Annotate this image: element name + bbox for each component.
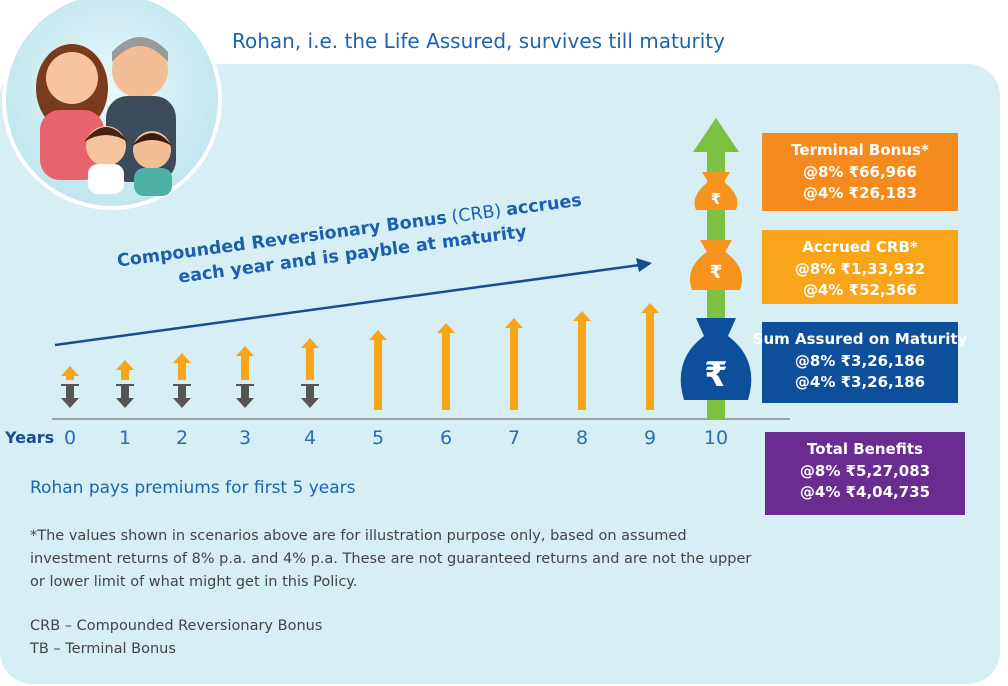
abbreviation: TB – Terminal Bonus xyxy=(29,641,176,657)
premium-arrow xyxy=(66,386,74,399)
premium-arrow xyxy=(241,386,249,399)
bonus-arrow xyxy=(510,327,518,410)
year-label: 8 xyxy=(576,427,588,449)
premium-bar xyxy=(236,384,254,386)
year-label: 5 xyxy=(372,427,384,449)
bonus-arrow xyxy=(306,347,314,380)
bonus-arrow xyxy=(442,332,450,410)
heading: Rohan, i.e. the Life Assured, survives t… xyxy=(232,29,725,53)
benefit-title: Total Benefits xyxy=(807,440,923,458)
premium-arrow xyxy=(306,386,314,399)
growth-arrow xyxy=(54,263,641,347)
premium-bar xyxy=(116,384,134,386)
money-bag: ₹ xyxy=(680,318,752,400)
footnote-line: or lower limit of what might get in this… xyxy=(30,574,357,590)
svg-text:₹: ₹ xyxy=(710,262,723,283)
bonus-arrow xyxy=(646,312,654,410)
bonus-arrow xyxy=(374,339,382,410)
premium-arrow-head xyxy=(173,398,191,408)
abbreviation: CRB – Compounded Reversionary Bonus xyxy=(30,618,322,634)
money-bag: ₹ xyxy=(689,240,743,290)
family-illustration xyxy=(2,0,222,210)
premium-arrow xyxy=(178,386,186,399)
bonus-arrow-head xyxy=(505,318,523,328)
bonus-arrow-head xyxy=(437,323,455,333)
bonus-arrow xyxy=(178,362,186,380)
benefit-box xyxy=(765,432,965,515)
bonus-arrow-head xyxy=(641,303,659,313)
footnote-line: investment returns of 8% p.a. and 4% p.a… xyxy=(30,551,751,567)
year-label: 10 xyxy=(704,427,728,449)
year-label: 9 xyxy=(644,427,656,449)
premium-bar xyxy=(301,384,319,386)
year-label: 6 xyxy=(440,427,452,449)
benefit-value: @4% ₹52,366 xyxy=(803,281,917,299)
svg-text:₹: ₹ xyxy=(711,190,721,208)
footnotes: *The values shown in scenarios above are… xyxy=(29,528,751,657)
premium-bar xyxy=(61,384,79,386)
benefit-boxes: Terminal Bonus* @8% ₹66,966 @4% ₹26,183 Acc… xyxy=(753,133,968,515)
bonus-arrow xyxy=(66,375,74,380)
maturity-arrow-head xyxy=(693,118,739,152)
bonus-arrow-head xyxy=(573,311,591,321)
benefit-box xyxy=(762,230,958,304)
premium-bar xyxy=(173,384,191,386)
benefit-value: @8% ₹66,966 xyxy=(803,163,917,181)
benefit-box xyxy=(762,133,958,211)
premium-note: Rohan pays premiums for first 5 years xyxy=(30,478,356,498)
year-labels: 0 1 2 3 4 5 6 7 8 9 10 xyxy=(64,427,728,449)
premium-arrow-head xyxy=(116,398,134,408)
benefit-value: @8% ₹5,27,083 xyxy=(800,462,930,480)
benefit-value: @8% ₹3,26,186 xyxy=(795,352,925,370)
yearly-arrows xyxy=(61,303,659,410)
year-label: 3 xyxy=(239,427,251,449)
benefit-value: @4% ₹26,183 xyxy=(803,184,917,202)
panel xyxy=(0,64,1000,684)
benefit-title: Terminal Bonus* xyxy=(791,141,929,159)
years-label: Years xyxy=(4,428,54,447)
arrow-head xyxy=(636,258,652,272)
year-label: 7 xyxy=(508,427,520,449)
bonus-arrow-head xyxy=(173,353,191,363)
bonus-arrow-head xyxy=(301,338,319,348)
bonus-arrow-head xyxy=(61,366,79,376)
bonus-arrow xyxy=(121,369,129,380)
bonus-arrow xyxy=(241,355,249,380)
bonus-arrow xyxy=(578,320,586,410)
bonus-arrow-head xyxy=(236,346,254,356)
year-label: 2 xyxy=(176,427,188,449)
premium-arrow-head xyxy=(61,398,79,408)
money-bag: ₹ xyxy=(694,172,738,210)
footnote-line: *The values shown in scenarios above are… xyxy=(30,528,687,544)
svg-text:₹: ₹ xyxy=(704,355,728,395)
year-label: 0 xyxy=(64,427,76,449)
benefit-value: @4% ₹4,04,735 xyxy=(800,483,930,501)
benefit-title: Sum Assured on Maturity xyxy=(753,330,968,348)
year-label: 1 xyxy=(119,427,131,449)
premium-arrow-head xyxy=(301,398,319,408)
benefit-value: @4% ₹3,26,186 xyxy=(795,373,925,391)
year-label: 4 xyxy=(304,427,316,449)
premium-arrow-head xyxy=(236,398,254,408)
premium-arrow xyxy=(121,386,129,399)
bonus-arrow-head xyxy=(369,330,387,340)
bonus-arrow-head xyxy=(116,360,134,370)
benefit-title: Accrued CRB* xyxy=(802,238,918,256)
benefit-box xyxy=(762,322,958,403)
benefit-value: @8% ₹1,33,932 xyxy=(795,260,925,278)
